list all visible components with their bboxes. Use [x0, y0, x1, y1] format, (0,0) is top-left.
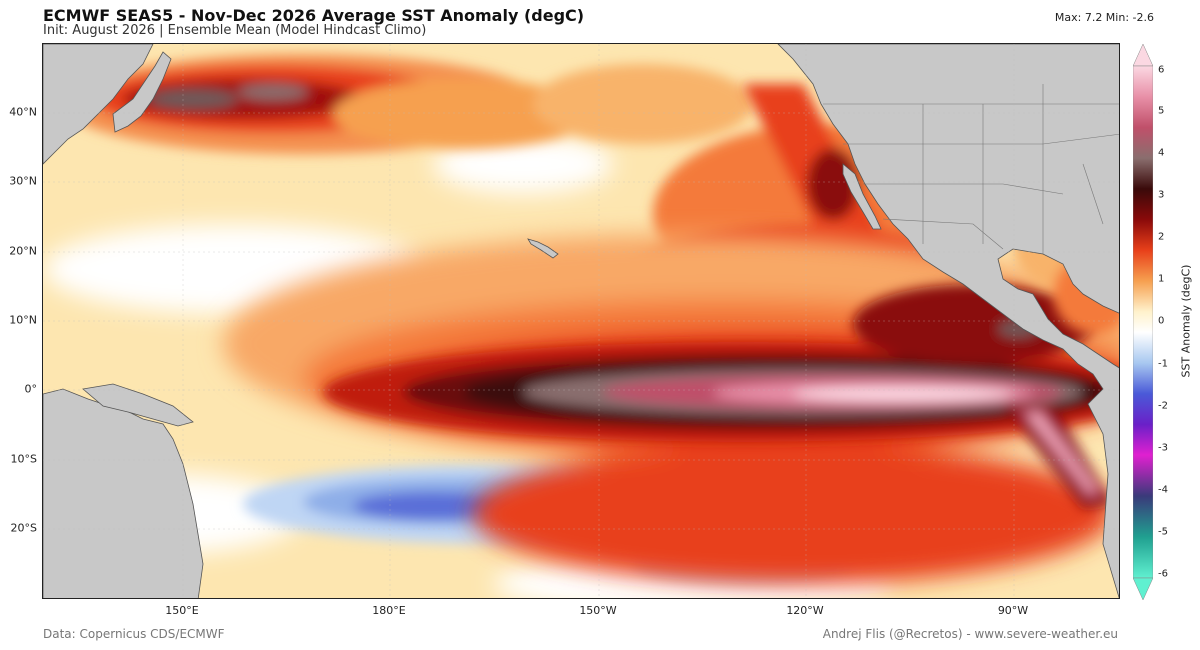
lon-tick-label: 150°W [579, 604, 617, 617]
map-subtitle: Init: August 2026 | Ensemble Mean (Model… [43, 23, 427, 38]
colorbar-tick: -3 [1158, 442, 1168, 454]
colorbar-tick: 1 [1158, 273, 1165, 285]
east-asia-land [43, 44, 154, 165]
baja-california-land [842, 163, 882, 230]
colorbar-tick: 3 [1158, 189, 1165, 201]
new-guinea-land [82, 383, 194, 427]
north-america-land [777, 44, 1119, 598]
colorbar-tick: 6 [1158, 64, 1165, 76]
author-credit: Andrej Flis (@Recretos) - www.severe-wea… [822, 627, 1118, 641]
lon-tick-label: 150°E [165, 604, 199, 617]
colorbar-tick: 0 [1158, 315, 1165, 327]
political-borders [823, 84, 1119, 254]
colorbar-label: SST Anomaly (degC) [1179, 264, 1193, 378]
colorbar-tick: 4 [1158, 147, 1165, 159]
colorbar-tick: 2 [1158, 231, 1165, 243]
colorbar-bottom-arrow [1132, 577, 1154, 601]
map-title: ECMWF SEAS5 - Nov-Dec 2026 Average SST A… [43, 6, 585, 25]
sst-anomaly-map [42, 43, 1120, 599]
colorbar-tick: -2 [1158, 400, 1168, 412]
hawaii-land [527, 238, 559, 259]
lat-tick-label: 10°S [10, 452, 37, 466]
colorbar-tick: -6 [1158, 568, 1168, 580]
colorbar-tick: 5 [1158, 105, 1165, 117]
el-nino-tongue [323, 284, 1119, 509]
colorbar-tick: -5 [1158, 526, 1168, 538]
land-masses [43, 44, 1119, 598]
lon-tick-label: 180°E [372, 604, 406, 617]
colorbar-gradient [1132, 65, 1154, 579]
colorbar-tick: -1 [1158, 358, 1168, 370]
lat-tick-label: 10°N [9, 313, 37, 327]
lat-tick-label: 20°S [10, 521, 37, 535]
colorbar [1132, 43, 1154, 601]
lon-tick-label: 90°W [997, 604, 1029, 617]
australia-land [43, 388, 204, 598]
lat-tick-label: 30°N [9, 174, 37, 188]
data-source-credit: Data: Copernicus CDS/ECMWF [43, 627, 225, 641]
max-min-readout: Max: 7.2 Min: -2.6 [1054, 11, 1154, 24]
japan-land [112, 51, 172, 133]
lat-tick-label: 0° [24, 382, 38, 396]
colorbar-tick: -4 [1158, 484, 1168, 496]
colorbar-top-arrow [1132, 43, 1154, 67]
lat-tick-label: 20°N [9, 244, 37, 258]
lon-tick-label: 120°W [786, 604, 824, 617]
lat-tick-label: 40°N [9, 105, 37, 119]
